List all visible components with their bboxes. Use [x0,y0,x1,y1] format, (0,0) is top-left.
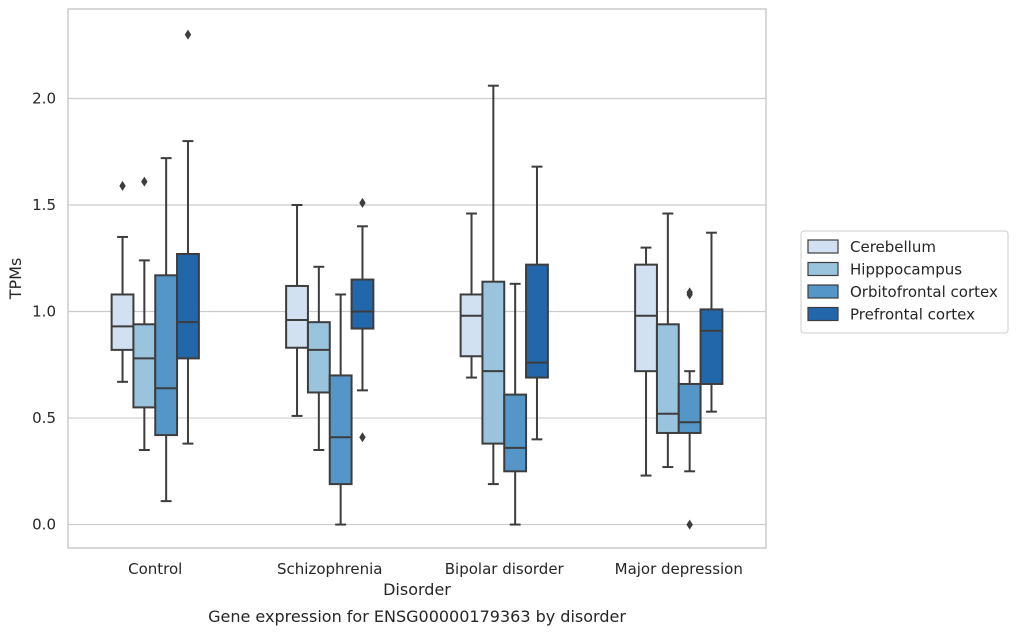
box-plot [285,204,309,417]
box-plot [677,287,702,530]
y-tick-label: 1.5 [32,196,56,214]
outlier-point [184,29,192,40]
box-iqr [525,263,549,379]
x-tick-label: Major depression [615,560,743,578]
box-iqr [350,278,375,330]
box-iqr [132,323,157,409]
legend-entry: Orbitofrontal cortex [807,283,998,301]
y-tick-labels: 0.0 0.5 1.0 1.5 2.0 [32,89,56,533]
box-iqr [110,293,135,351]
box-plot [328,293,353,526]
box-iqr [176,253,200,360]
outlier-point [141,176,148,187]
box-iqr [503,393,528,473]
box-iqr [634,263,658,373]
outlier-point [119,180,126,191]
legend-swatch [807,239,839,254]
x-tick-labels: Control Schizophrenia Bipolar disorder Majo… [128,560,743,578]
legend-swatch [807,261,839,277]
box-iqr [328,374,353,486]
y-tick-label: 1.0 [32,303,56,321]
y-tick-label: 0.5 [32,409,56,427]
box-plot [634,246,658,477]
outlier-point [686,519,693,530]
chart-caption: Gene expression for ENSG00000179363 by d… [208,607,626,626]
outlier-point [686,287,693,298]
box-plot [350,197,375,443]
box-plot [699,231,724,413]
outlier-point [359,197,366,208]
x-tick-label: Schizophrenia [277,560,382,578]
box-iqr [154,274,179,437]
box-layer [110,29,724,530]
box-iqr [285,284,309,349]
box-iqr [459,293,484,358]
x-axis-label: Disorder [383,580,451,599]
x-tick-label: Control [128,560,182,578]
box-plot [176,29,200,445]
outlier-point [359,432,366,443]
box-plot [655,212,680,469]
legend-entry: Prefrontal cortex [807,306,975,324]
box-plot [110,180,135,383]
y-axis-label: TPMs [6,258,25,301]
y-tick-label: 2.0 [32,89,56,107]
box-plot [481,84,506,486]
box-iqr [481,280,506,445]
legend-items: Cerebellum Hipppocampus Orbitofrontal cort… [807,238,998,324]
box-plot [132,176,157,451]
legend-frame [800,230,1009,334]
legend-label: Cerebellum [850,238,936,256]
box-iqr [699,308,724,385]
y-tick-label: 0.0 [32,516,56,534]
box-plot [525,165,549,441]
legend-swatch [807,284,839,299]
legend-entry: Hipppocampus [807,261,962,279]
legend-label: Prefrontal cortex [850,306,975,324]
legend: Cerebellum Hipppocampus Orbitofrontal cort… [800,230,1009,334]
box-iqr [655,323,680,434]
box-plot [306,265,331,451]
box-iqr [677,382,702,434]
x-tick-label: Bipolar disorder [445,560,565,578]
legend-label: Orbitofrontal cortex [850,283,998,301]
legend-label: Hipppocampus [850,261,962,279]
box-iqr [306,321,331,394]
box-plot [503,282,528,526]
legend-entry: Cerebellum [807,238,936,256]
plot-frame [67,8,767,549]
legend-swatch [807,306,839,322]
